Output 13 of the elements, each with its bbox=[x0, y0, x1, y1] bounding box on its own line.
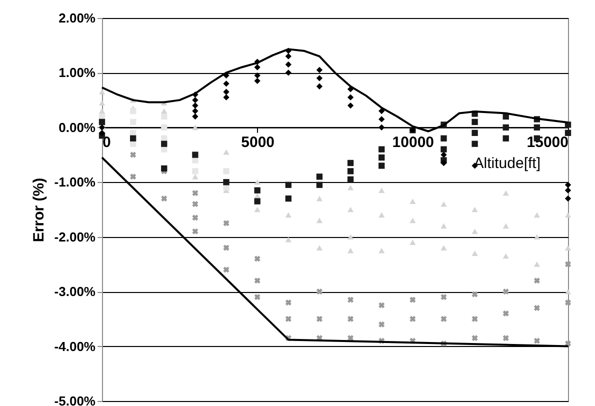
x-axis-title: Altitude[ft] bbox=[474, 154, 540, 172]
y-tick-label: -3.00% bbox=[54, 284, 96, 300]
y-tick-label: 1.00% bbox=[58, 65, 96, 80]
y-tick-label: -5.00% bbox=[54, 394, 96, 406]
x-tick-label: 10000 bbox=[392, 134, 434, 151]
y-tick-label: 2.00% bbox=[58, 10, 96, 26]
x-tick-label: 0 bbox=[102, 134, 111, 151]
y-tick-label: -1.00% bbox=[54, 174, 96, 190]
y-tick-label: 0.00% bbox=[58, 120, 96, 135]
y-tick-label: -4.00% bbox=[54, 338, 96, 354]
y-axis-title: Error (%) bbox=[30, 178, 48, 242]
x-tick-label: 5000 bbox=[241, 134, 275, 151]
y-tick-label: -2.00% bbox=[54, 229, 96, 244]
